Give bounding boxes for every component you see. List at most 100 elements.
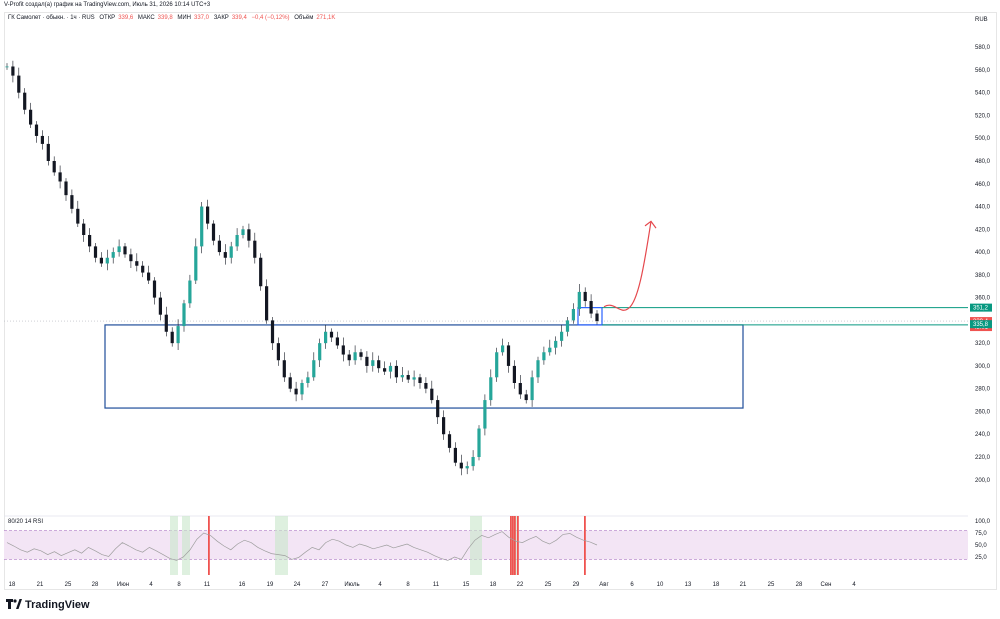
projection-arrowhead xyxy=(644,220,657,229)
price-tick-label: 380,0 xyxy=(975,273,991,279)
candle xyxy=(123,246,127,255)
candle xyxy=(5,66,9,68)
candle xyxy=(176,326,180,344)
time-tick-label: 15 xyxy=(463,582,470,588)
candle xyxy=(495,352,499,378)
time-tick-label: 22 xyxy=(517,582,524,588)
rsi-oversold-zone xyxy=(275,516,288,575)
rsi-signal-bar xyxy=(512,516,514,575)
candle xyxy=(194,246,198,281)
legend-close-label: ЗАКР xyxy=(213,15,229,21)
candle xyxy=(530,377,534,401)
price-tick-label: 540,0 xyxy=(975,91,991,97)
rsi-band xyxy=(4,530,968,560)
symbol-legend: ГК Самолет · обыкн. · 1ч · RUS ОТКР 339,6… xyxy=(8,15,338,21)
rsi-signal-bar xyxy=(208,516,210,575)
price-tick-label: 240,0 xyxy=(975,432,991,438)
candle xyxy=(188,280,192,304)
candle xyxy=(141,265,145,273)
candle xyxy=(548,347,552,353)
price-tick-label: 320,0 xyxy=(975,341,991,347)
price-tick-label: 480,0 xyxy=(975,159,991,165)
projection-arrow xyxy=(603,221,652,311)
candle xyxy=(52,160,56,173)
time-tick-label: Сен xyxy=(821,582,832,588)
candle xyxy=(200,206,204,247)
candle xyxy=(235,234,239,247)
candle xyxy=(105,257,109,264)
candle xyxy=(276,343,280,361)
candle xyxy=(459,462,463,469)
candle xyxy=(306,377,310,383)
candle xyxy=(88,234,92,247)
rsi-oversold-zone xyxy=(470,516,482,575)
candle xyxy=(471,457,475,467)
candle xyxy=(241,229,245,235)
candle xyxy=(117,246,121,253)
rsi-signal-bar xyxy=(510,516,512,575)
candle xyxy=(430,388,434,401)
legend-high-label: МАКС xyxy=(137,15,155,21)
price-tick-label: 280,0 xyxy=(975,387,991,393)
candle xyxy=(129,254,133,262)
price-tick-label: 440,0 xyxy=(975,205,991,211)
symbol-name[interactable]: ГК Самолет · обыкн. · 1ч · RUS xyxy=(8,15,95,21)
time-tick-label: 8 xyxy=(177,582,181,588)
rsi-signal-bar xyxy=(517,516,519,575)
candle xyxy=(46,143,50,161)
candle xyxy=(577,291,581,309)
candle xyxy=(418,377,422,383)
legend-high-value: 339,8 xyxy=(157,15,173,21)
time-tick-label: 18 xyxy=(490,582,497,588)
candle xyxy=(465,466,469,469)
price-label-badge xyxy=(970,320,992,329)
candle xyxy=(11,66,15,76)
candle xyxy=(324,331,328,344)
time-tick-label: 11 xyxy=(433,582,440,588)
price-tick-label: 220,0 xyxy=(975,455,991,461)
price-tick-label: 300,0 xyxy=(975,364,991,370)
legend-close-value: 339,4 xyxy=(231,15,247,21)
candle xyxy=(477,428,481,457)
price-tick-label: 560,0 xyxy=(975,68,991,74)
price-tick-label: 460,0 xyxy=(975,182,991,188)
candle xyxy=(383,368,387,372)
candle xyxy=(442,417,446,435)
candle xyxy=(217,240,221,253)
candle xyxy=(400,375,404,378)
candle xyxy=(312,360,316,378)
price-tick-label: 500,0 xyxy=(975,136,991,142)
candle xyxy=(318,343,322,361)
chart-frame xyxy=(4,12,997,590)
time-tick-label: 29 xyxy=(573,582,580,588)
candle xyxy=(571,308,575,321)
candle xyxy=(518,382,522,395)
candle xyxy=(560,331,564,341)
time-tick-label: 4 xyxy=(852,582,856,588)
time-tick-label: 28 xyxy=(796,582,803,588)
candle xyxy=(265,286,269,321)
candle xyxy=(501,345,505,353)
candle xyxy=(223,252,227,258)
tradingview-logo[interactable]: TradingView xyxy=(6,598,90,612)
candle xyxy=(164,314,168,332)
time-tick-label: 25 xyxy=(545,582,552,588)
candle xyxy=(158,297,162,315)
time-tick-label: 19 xyxy=(267,582,274,588)
candle xyxy=(182,303,186,327)
time-tick-label: 24 xyxy=(294,582,301,588)
candle xyxy=(93,246,98,258)
candle xyxy=(371,360,375,366)
candle xyxy=(347,354,351,361)
candle xyxy=(412,377,416,380)
candle xyxy=(270,320,275,344)
time-tick-label: Авг xyxy=(599,582,609,588)
candle xyxy=(542,352,546,361)
candle xyxy=(365,356,369,366)
legend-low-label: МИН xyxy=(177,15,191,21)
rsi-tick-label: 50,0 xyxy=(975,543,987,549)
legend-open-label: ОТКР xyxy=(99,15,116,21)
rsi-tick-label: 75,0 xyxy=(975,531,987,537)
currency-label: RUB xyxy=(975,17,988,23)
